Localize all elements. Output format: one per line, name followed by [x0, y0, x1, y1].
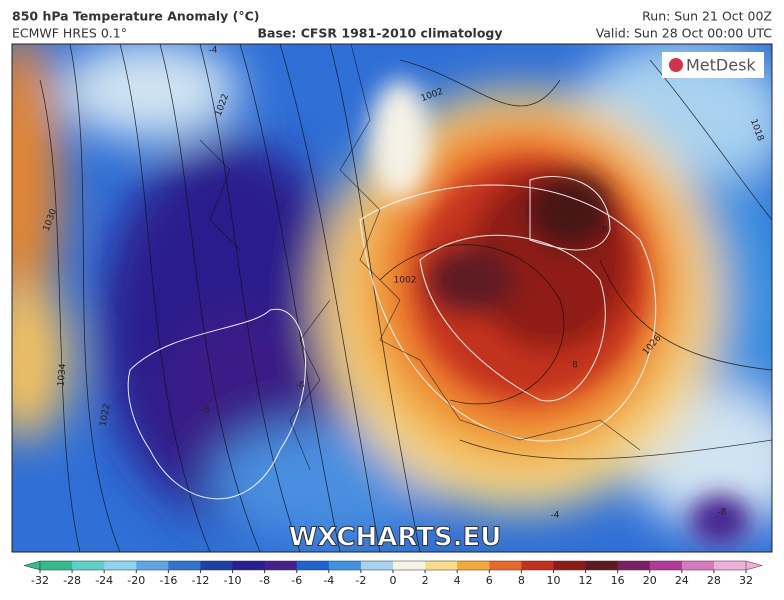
valid: Valid: Sun 28 Oct 00:00 UTC: [596, 26, 773, 41]
colorbar-cell: [200, 561, 234, 570]
colorbar-cell: [617, 561, 651, 570]
colorbar-label: 0: [390, 574, 397, 587]
colorbar-label: 6: [486, 574, 493, 587]
colorbar-cell: [328, 561, 362, 570]
colorbar-label: -12: [191, 574, 209, 587]
colorbar-label: -32: [31, 574, 49, 587]
run: Run: Sun 21 Oct 00Z: [642, 9, 772, 24]
contour-label: -8: [718, 508, 727, 518]
colorbar-label: 8: [518, 574, 525, 587]
colorbar-cell: [457, 561, 490, 570]
contour-label: -4: [209, 46, 218, 56]
colorbar-cell: [264, 561, 298, 570]
map: [12, 44, 772, 552]
colorbar-cell: [425, 561, 458, 570]
colorbar-cell: [681, 561, 715, 570]
colorbar-cell: [713, 561, 747, 570]
contour-label: -8: [201, 406, 210, 416]
colorbar-label: -2: [355, 574, 366, 587]
colorbar-label: -16: [159, 574, 177, 587]
colorbar-label: 20: [643, 574, 657, 587]
colorbar-cell: [585, 561, 619, 570]
title: 850 hPa Temperature Anomaly (°C): [12, 9, 259, 24]
colorbar-cell: [649, 561, 683, 570]
contour-label: 1002: [394, 276, 417, 286]
colorbar-label: 4: [454, 574, 461, 587]
contour-label: -8: [296, 381, 305, 391]
colorbar-label: 24: [675, 574, 689, 587]
contour-label: -4: [551, 511, 560, 521]
colorbar-label: -24: [95, 574, 113, 587]
watermark: WXCHARTS.EU: [289, 523, 502, 553]
base: Base: CFSR 1981-2010 climatology: [257, 26, 502, 41]
colorbar-cell: [521, 561, 554, 570]
colorbar-cell: [393, 561, 426, 570]
contour-label: 8: [572, 361, 578, 371]
colorbar-label: 2: [422, 574, 429, 587]
colorbar-label: -4: [323, 574, 334, 587]
contour-label: 1034: [57, 363, 69, 387]
colorbar-label: -28: [63, 574, 81, 587]
contour-label: 1022: [99, 403, 113, 427]
logo-icon: [669, 58, 683, 72]
colorbar-cell: [232, 561, 266, 570]
colorbar-label: -6: [291, 574, 302, 587]
colorbar-label: 28: [707, 574, 721, 587]
colorbar-cell: [296, 561, 330, 570]
colorbar-end: [745, 560, 763, 571]
colorbar-label: -20: [127, 574, 145, 587]
colorbar-cell: [104, 561, 137, 570]
contour-label: 8: [602, 226, 608, 236]
colorbar-label: -10: [224, 574, 242, 587]
colorbar-end: [23, 560, 41, 571]
colorbar-cell: [360, 561, 394, 570]
colorbar-cell: [72, 561, 105, 570]
colorbar-label: -8: [259, 574, 270, 587]
colorbar-cell: [136, 561, 169, 570]
colorbar-label: 16: [611, 574, 625, 587]
model: ECMWF HRES 0.1°: [12, 26, 127, 41]
colorbar-cell: [489, 561, 522, 570]
colorbar-label: 12: [579, 574, 593, 587]
colorbar-cell: [553, 561, 587, 570]
logo: MetDesk: [686, 56, 756, 75]
colorbar-cell: [168, 561, 201, 570]
colorbar-label: 10: [546, 574, 560, 587]
colorbar-cell: [40, 561, 73, 570]
colorbar: -32 -28 -24 -20 -16 -12 -10 -8 -6 -4 -2 0 2 4 6 8 10 12 16…: [23, 560, 763, 587]
colorbar-label: 32: [739, 574, 753, 587]
